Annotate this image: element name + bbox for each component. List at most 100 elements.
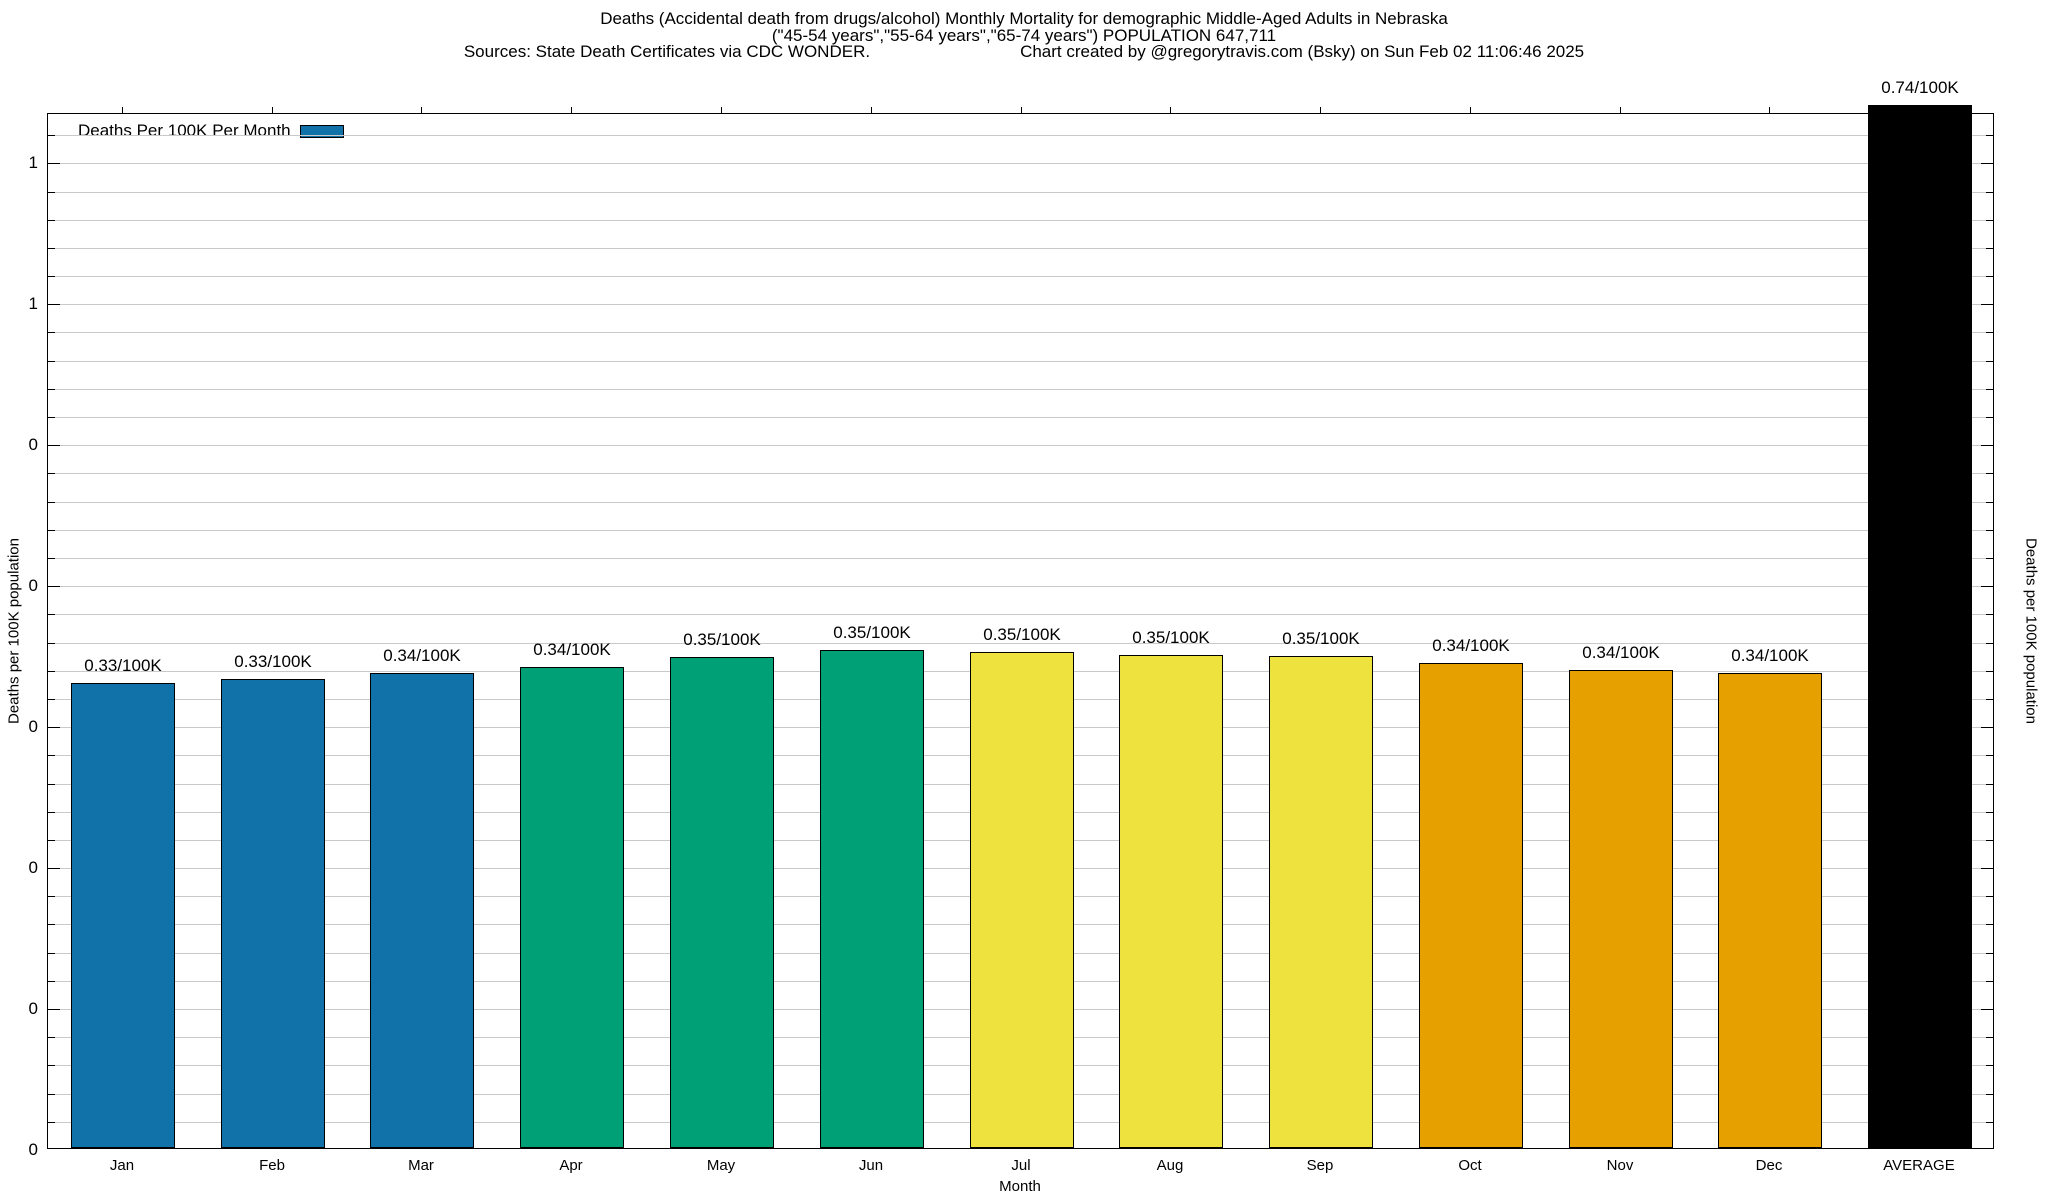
- y-tick-left: [48, 389, 55, 390]
- x-tick-label: Feb: [259, 1157, 285, 1174]
- y-tick-right: [1986, 981, 1993, 982]
- y-tick-left: [48, 248, 55, 249]
- bar-value-label: 0.34/100K: [1582, 643, 1660, 662]
- y-tick-left: [48, 1094, 55, 1095]
- y-tick-left: [48, 220, 55, 221]
- y-tick-left: [48, 1009, 60, 1010]
- x-tick-top: [1021, 107, 1022, 113]
- x-tick-top: [571, 107, 572, 113]
- bar-oct: [1419, 663, 1523, 1148]
- y-tick-right: [1986, 896, 1993, 897]
- bar-nov: [1569, 670, 1673, 1148]
- y-tick-label: 0: [28, 999, 38, 1019]
- y-axis-label-right: Deaths per 100K population: [2022, 538, 2040, 724]
- y-tick-right: [1986, 417, 1993, 418]
- y-tick-right: [1986, 361, 1993, 362]
- x-tick-label: May: [706, 1157, 736, 1174]
- y-tick-left: [48, 671, 55, 672]
- y-tick-right: [1986, 135, 1993, 136]
- bar-apr: [520, 667, 624, 1148]
- x-tick-label: Mar: [408, 1157, 434, 1174]
- bar-value-label: 0.33/100K: [234, 652, 312, 671]
- x-tick-label: Jul: [1011, 1157, 1031, 1174]
- chart-subtitle: ("45-54 years","55-64 years","65-74 year…: [771, 26, 1277, 45]
- x-tick-label: Dec: [1755, 1157, 1783, 1174]
- bar-value-label: 0.34/100K: [1731, 646, 1809, 665]
- y-tick-right: [1986, 530, 1993, 531]
- legend-swatch: [299, 124, 344, 138]
- y-axis-label-left: Deaths per 100K population: [5, 538, 23, 724]
- y-tick-left: [48, 558, 55, 559]
- bar-value-label: 0.35/100K: [683, 630, 761, 649]
- y-tick-left: [48, 614, 55, 615]
- x-tick-top: [1620, 107, 1621, 113]
- y-tick-left: [48, 135, 55, 136]
- y-tick-left: [48, 953, 55, 954]
- legend: Deaths Per 100K Per Month: [78, 121, 344, 141]
- y-gridline: [48, 473, 1993, 474]
- x-tick-top: [1470, 107, 1471, 113]
- y-tick-label: 0: [28, 717, 38, 737]
- x-axis-label: Month: [999, 1178, 1041, 1195]
- y-tick-right: [1986, 502, 1993, 503]
- y-tick-left: [48, 896, 55, 897]
- x-tick-top: [421, 107, 422, 113]
- y-tick-right: [1981, 445, 1993, 446]
- y-tick-left: [48, 981, 55, 982]
- y-tick-left: [48, 304, 60, 305]
- x-tick-label: Oct: [1458, 1157, 1482, 1174]
- y-tick-right: [1986, 248, 1993, 249]
- y-tick-left: [48, 643, 55, 644]
- y-tick-left: [48, 812, 55, 813]
- y-tick-left: [48, 1065, 55, 1066]
- x-tick-top: [871, 107, 872, 113]
- y-gridline: [48, 192, 1993, 193]
- y-tick-right: [1981, 1009, 1993, 1010]
- y-tick-right: [1986, 473, 1993, 474]
- y-tick-right: [1986, 671, 1993, 672]
- y-tick-left: [48, 924, 55, 925]
- y-tick-right: [1986, 614, 1993, 615]
- bar-aug: [1119, 655, 1223, 1148]
- y-tick-left: [48, 784, 55, 785]
- bar-value-label: 0.35/100K: [833, 623, 911, 642]
- y-tick-right: [1986, 276, 1993, 277]
- y-tick-right: [1986, 192, 1993, 193]
- x-tick-label: Aug: [1156, 1157, 1184, 1174]
- y-tick-right: [1981, 304, 1993, 305]
- y-tick-right: [1986, 220, 1993, 221]
- y-gridline: [48, 643, 1993, 644]
- y-tick-left: [48, 473, 55, 474]
- y-gridline: [48, 304, 1993, 305]
- y-tick-left: [48, 502, 55, 503]
- y-tick-right: [1986, 784, 1993, 785]
- y-tick-left: [48, 1122, 55, 1123]
- y-tick-right: [1986, 840, 1993, 841]
- legend-label: Deaths Per 100K Per Month: [78, 121, 291, 140]
- y-gridline: [48, 614, 1993, 615]
- y-tick-left: [48, 699, 55, 700]
- y-tick-label: 1: [28, 153, 38, 173]
- x-tick-top: [1170, 107, 1171, 113]
- x-tick-top: [122, 107, 123, 113]
- chart-sources: Sources: State Death Certificates via CD…: [463, 42, 871, 61]
- y-tick-right: [1986, 332, 1993, 333]
- y-tick-left: [48, 586, 60, 587]
- x-tick-label: Sep: [1306, 1157, 1334, 1174]
- bar-feb: [221, 679, 325, 1148]
- plot-area: Deaths Per 100K Per Month 0.33/100K 0.33/…: [47, 78, 1994, 1149]
- y-tick-right: [1986, 1037, 1993, 1038]
- bar-value-label: 0.34/100K: [1432, 636, 1510, 655]
- x-tick-top: [1320, 107, 1321, 113]
- y-tick-right: [1986, 953, 1993, 954]
- x-tick-label: Jan: [109, 1157, 135, 1174]
- bar-average: [1868, 105, 1972, 1148]
- y-gridline: [48, 530, 1993, 531]
- y-tick-left: [48, 163, 60, 164]
- y-gridline: [48, 220, 1993, 221]
- y-tick-left: [48, 1037, 55, 1038]
- y-tick-right: [1986, 1122, 1993, 1123]
- y-tick-right: [1986, 1094, 1993, 1095]
- y-tick-right: [1986, 924, 1993, 925]
